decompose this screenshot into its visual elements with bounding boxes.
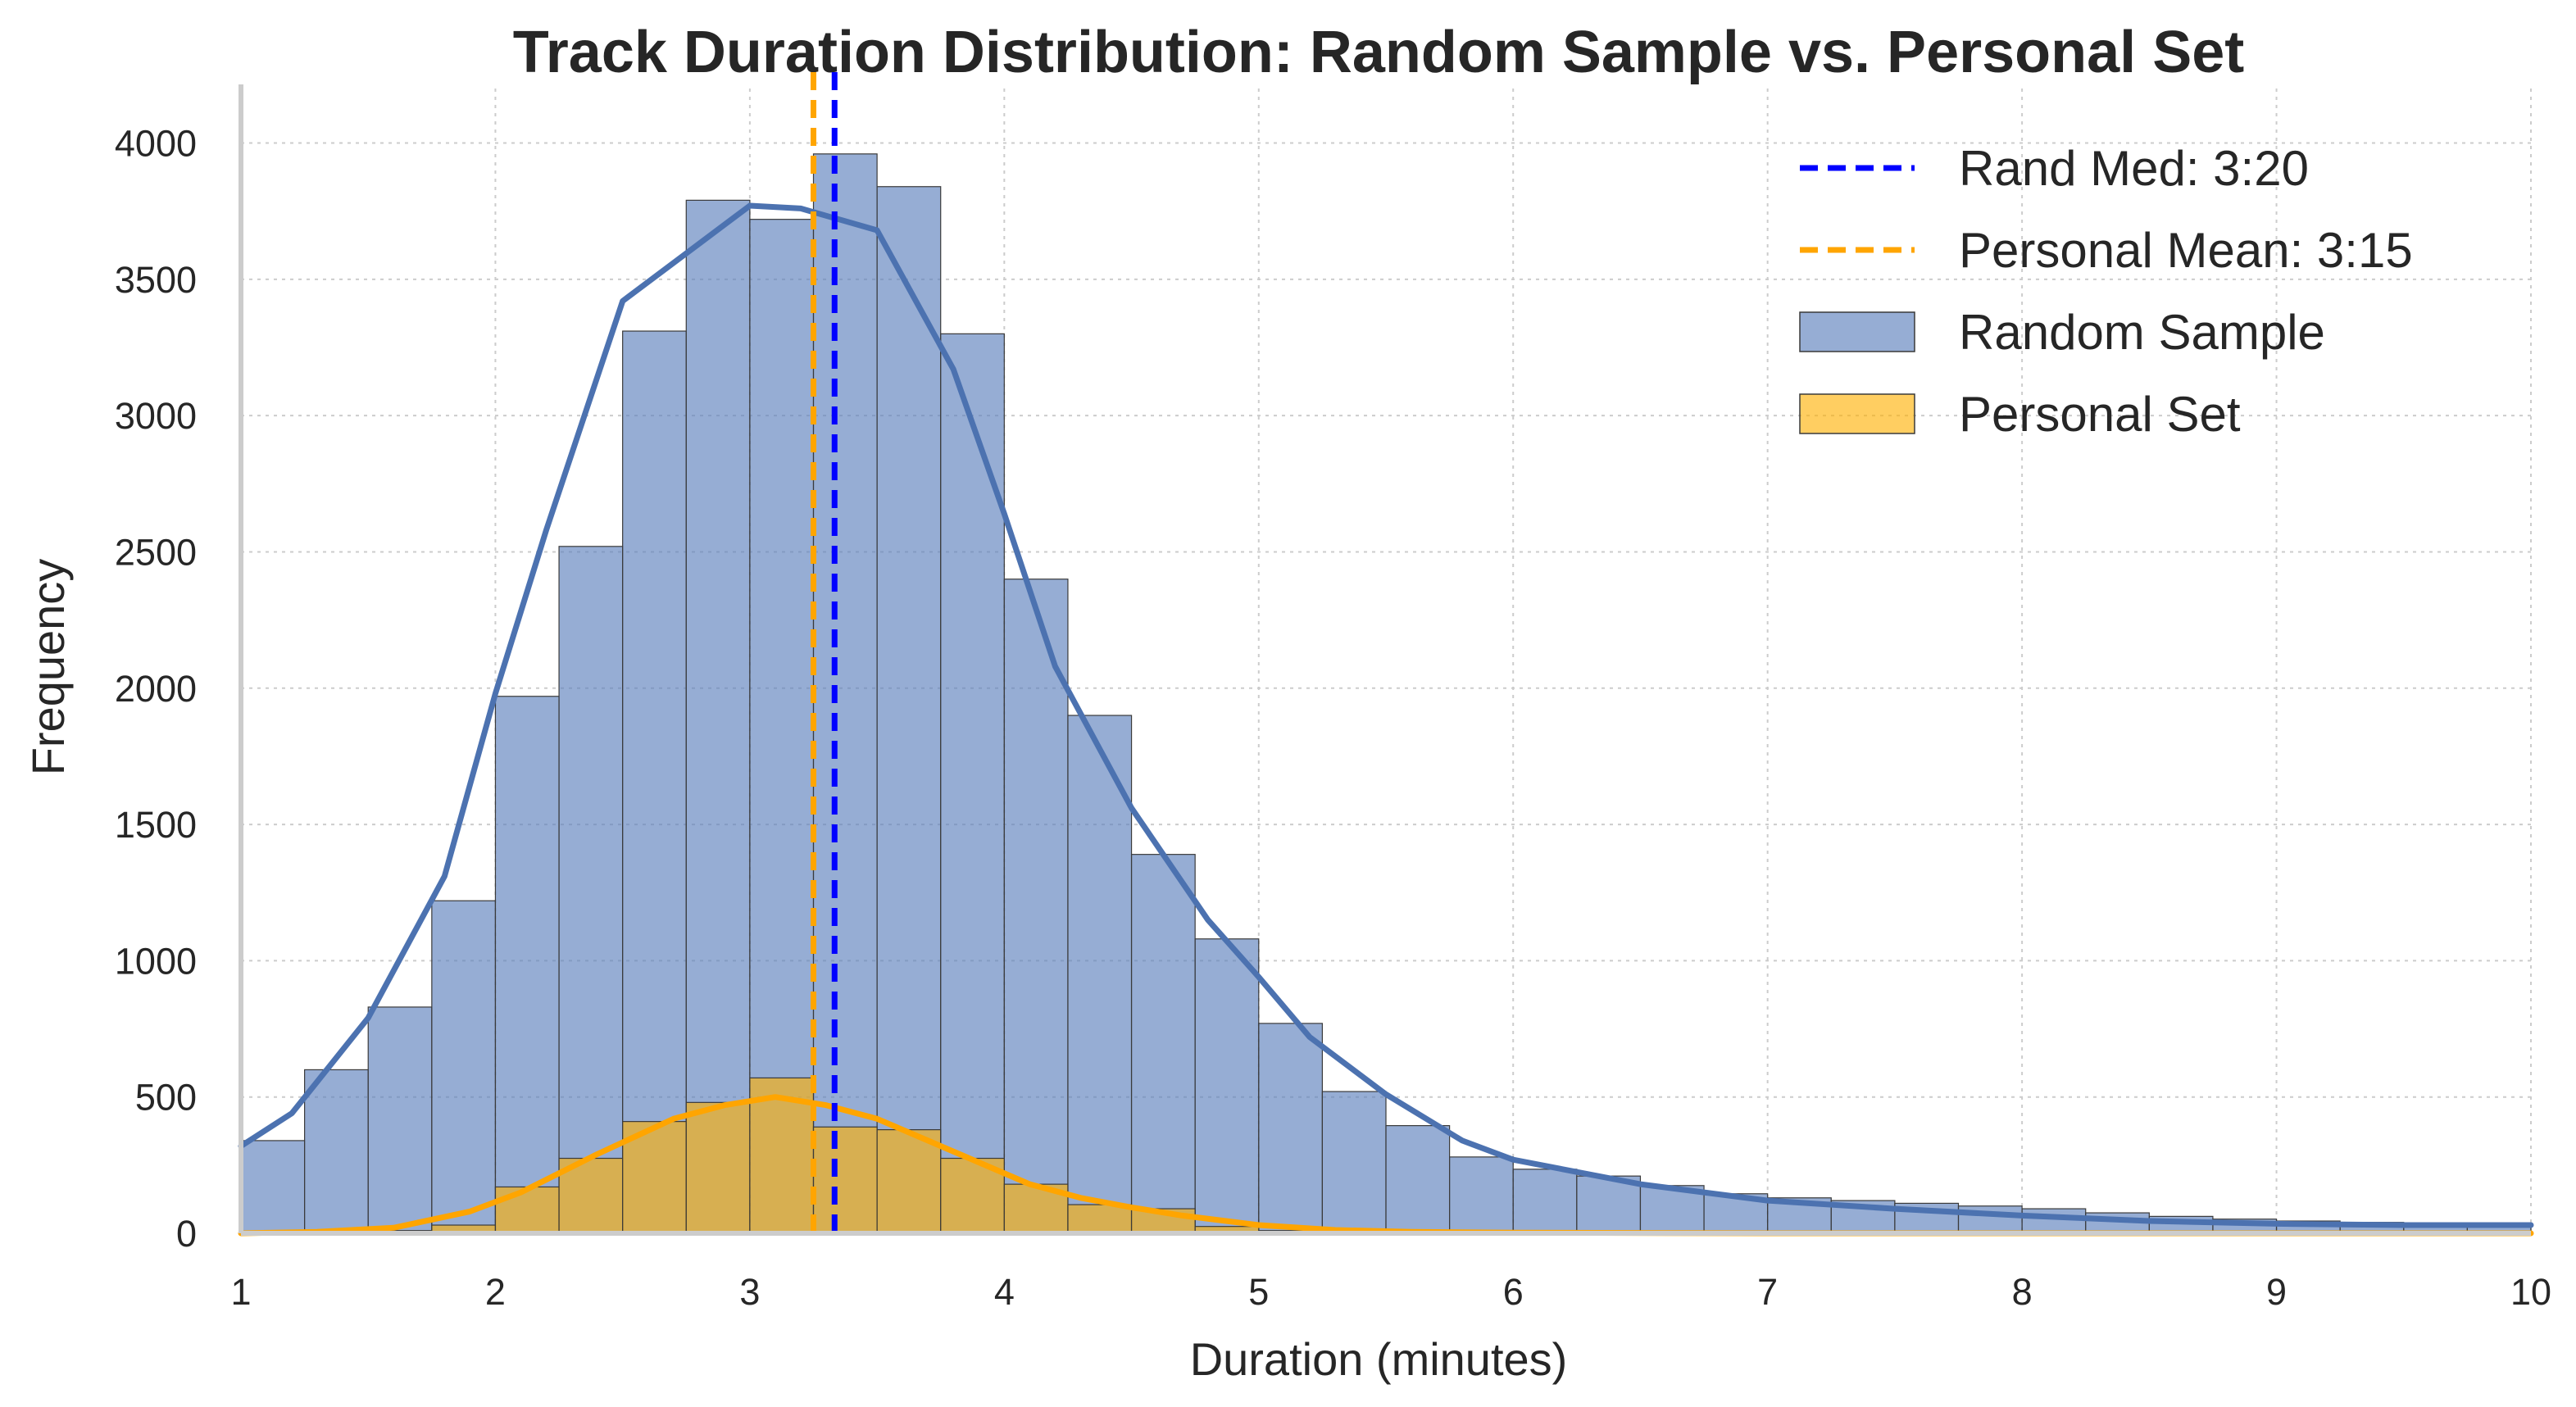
y-tick-label: 3500 bbox=[115, 259, 197, 301]
x-tick-label: 7 bbox=[1757, 1271, 1778, 1313]
legend-label: Personal Mean: 3:15 bbox=[1959, 223, 2413, 278]
random-sample-bar bbox=[1385, 1125, 1451, 1234]
random-sample-bars bbox=[240, 153, 2532, 1234]
personal-set-bar bbox=[812, 1126, 878, 1234]
legend-patch-swatch bbox=[1799, 393, 1915, 434]
random-sample-bar bbox=[1067, 715, 1133, 1234]
x-tick-label: 8 bbox=[2012, 1271, 2033, 1313]
random-sample-bar bbox=[1003, 579, 1069, 1234]
x-tick-label: 5 bbox=[1248, 1271, 1269, 1313]
x-tick-label: 3 bbox=[739, 1271, 760, 1313]
legend: Rand Med: 3:20 Personal Mean: 3:15 Random … bbox=[1799, 141, 2413, 442]
y-tick-label: 3000 bbox=[115, 395, 197, 437]
x-tick-label: 9 bbox=[2266, 1271, 2287, 1313]
random-sample-bar bbox=[685, 199, 751, 1234]
random-sample-bar bbox=[2021, 1208, 2087, 1234]
y-tick-label: 500 bbox=[135, 1077, 197, 1119]
legend-label: Personal Set bbox=[1959, 387, 2241, 442]
random-sample-bar bbox=[431, 900, 497, 1234]
random-sample-bar bbox=[1130, 854, 1196, 1234]
x-tick-label: 6 bbox=[1503, 1271, 1524, 1313]
y-axis-label: Frequency bbox=[22, 559, 74, 776]
legend-label: Random Sample bbox=[1959, 305, 2325, 360]
random-sample-bar bbox=[812, 153, 878, 1234]
y-tick-label: 1000 bbox=[115, 940, 197, 982]
random-sample-bar bbox=[622, 330, 687, 1234]
personal-set-bar bbox=[876, 1129, 942, 1234]
random-sample-bar bbox=[1512, 1169, 1578, 1234]
x-axis-label: Duration (minutes) bbox=[1190, 1333, 1568, 1385]
random-sample-bar bbox=[304, 1069, 369, 1234]
x-tick-label: 2 bbox=[485, 1271, 506, 1313]
y-tick-label: 1500 bbox=[115, 804, 197, 846]
x-tick-label: 1 bbox=[230, 1271, 251, 1313]
axes bbox=[239, 84, 2531, 1236]
random-sample-bar bbox=[1321, 1091, 1387, 1234]
random-sample-bar bbox=[1449, 1156, 1514, 1234]
personal-set-bars bbox=[304, 1077, 1387, 1234]
random-sample-bar bbox=[240, 1140, 306, 1234]
random-sample-bar bbox=[1576, 1175, 1642, 1234]
random-sample-bar bbox=[367, 1006, 433, 1234]
legend-label: Rand Med: 3:20 bbox=[1959, 141, 2309, 196]
random-sample-bar bbox=[749, 219, 815, 1234]
random-sample-bar bbox=[494, 696, 560, 1234]
y-tick-label: 4000 bbox=[115, 123, 197, 165]
y-tick-label: 2500 bbox=[115, 531, 197, 573]
x-tick-label: 4 bbox=[994, 1271, 1015, 1313]
y-tick-label: 0 bbox=[176, 1213, 197, 1255]
random-sample-bar bbox=[876, 186, 942, 1234]
personal-set-bar bbox=[494, 1186, 560, 1234]
random-sample-kde-line bbox=[238, 202, 2534, 1228]
random-sample-bar bbox=[1258, 1023, 1323, 1234]
legend-patch-swatch bbox=[1799, 311, 1915, 352]
random-sample-bar bbox=[1194, 938, 1260, 1234]
chart-title: Track Duration Distribution: Random Samp… bbox=[513, 20, 2244, 85]
random-sample-bar bbox=[558, 546, 624, 1234]
x-tick-label: 10 bbox=[2510, 1271, 2551, 1313]
random-sample-bar bbox=[940, 333, 1005, 1234]
tick-labels: 1 2 3 4 5 6 7 8 9 10 0 500 1000 1500 2000 2500 3000 3500 4… bbox=[115, 123, 2551, 1313]
personal-set-bar bbox=[1067, 1204, 1133, 1234]
personal-set-bar bbox=[685, 1101, 751, 1234]
y-tick-label: 2000 bbox=[115, 668, 197, 710]
